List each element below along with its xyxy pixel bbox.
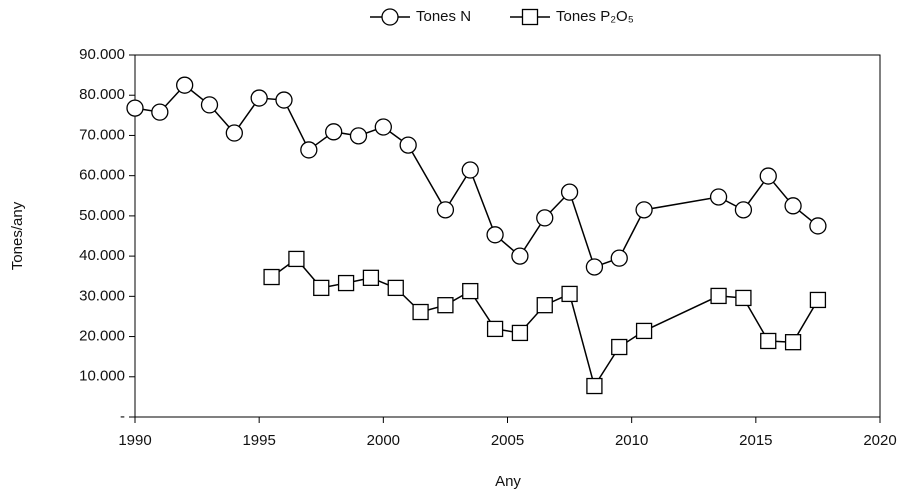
circle-marker bbox=[585, 258, 604, 276]
circle-marker bbox=[399, 136, 417, 154]
x-tick-label: 2005 bbox=[491, 432, 524, 449]
y-axis-label: Tones/any bbox=[9, 201, 26, 270]
square-marker bbox=[784, 334, 802, 351]
circle-marker bbox=[461, 161, 479, 179]
circle-marker bbox=[126, 99, 144, 117]
circle-marker bbox=[151, 103, 169, 121]
y-tick-label: - bbox=[120, 408, 125, 425]
circle-marker bbox=[709, 188, 728, 206]
legend-label: Tones N bbox=[416, 8, 471, 25]
circle-marker bbox=[536, 209, 554, 227]
circle-marker bbox=[486, 226, 504, 244]
circle-marker bbox=[759, 167, 777, 185]
circle-marker bbox=[176, 76, 194, 94]
square-marker bbox=[809, 291, 827, 309]
square-marker bbox=[412, 303, 429, 321]
legend-marker bbox=[381, 8, 399, 26]
square-marker bbox=[486, 320, 504, 338]
square-marker bbox=[462, 282, 479, 300]
x-tick-label: 2015 bbox=[739, 432, 772, 449]
square-marker bbox=[561, 285, 578, 303]
square-marker bbox=[511, 324, 529, 342]
y-tick-label: 80.000 bbox=[79, 86, 125, 103]
y-tick-label: 60.000 bbox=[79, 167, 125, 184]
square-marker bbox=[611, 338, 628, 356]
y-tick-label: 50.000 bbox=[79, 207, 125, 224]
x-tick-label: 2000 bbox=[367, 432, 400, 449]
circle-marker bbox=[225, 124, 243, 142]
y-tick-label: 90.000 bbox=[79, 46, 125, 63]
square-marker bbox=[313, 279, 330, 297]
circle-marker bbox=[511, 247, 529, 265]
circle-marker bbox=[809, 217, 827, 235]
x-tick-label: 1995 bbox=[242, 432, 275, 449]
x-axis-label: Any bbox=[495, 473, 521, 490]
square-marker bbox=[536, 297, 553, 314]
y-tick-label: 30.000 bbox=[79, 287, 125, 304]
circle-marker bbox=[374, 118, 392, 136]
square-marker bbox=[760, 332, 777, 350]
y-tick-label: 20.000 bbox=[79, 328, 125, 345]
circle-marker bbox=[275, 91, 293, 109]
circle-marker bbox=[560, 183, 579, 201]
square-marker bbox=[263, 268, 280, 286]
square-marker bbox=[362, 269, 380, 286]
series-line bbox=[134, 84, 819, 268]
circle-marker bbox=[325, 123, 343, 141]
plot-frame bbox=[134, 54, 881, 418]
square-marker bbox=[635, 322, 653, 340]
legend-marker bbox=[521, 8, 539, 26]
square-marker bbox=[337, 274, 355, 292]
square-marker bbox=[586, 377, 603, 395]
y-tick-label: 10.000 bbox=[79, 368, 125, 385]
circle-marker bbox=[436, 201, 455, 219]
circle-marker bbox=[200, 96, 219, 114]
x-tick-label: 2020 bbox=[863, 432, 896, 449]
square-marker bbox=[735, 289, 752, 307]
square-marker bbox=[437, 297, 454, 314]
circle-marker bbox=[250, 89, 268, 107]
square-marker bbox=[710, 287, 727, 305]
square-marker bbox=[387, 279, 404, 297]
y-tick-label: 40.000 bbox=[79, 247, 125, 264]
circle-marker bbox=[784, 197, 802, 215]
y-tick-label: 70.000 bbox=[79, 126, 125, 143]
circle-marker bbox=[349, 127, 368, 145]
circle-marker bbox=[610, 249, 628, 267]
circle-marker bbox=[734, 201, 753, 219]
x-tick-label: 2010 bbox=[615, 432, 648, 449]
square-marker bbox=[288, 250, 305, 268]
x-tick-label: 1990 bbox=[118, 432, 151, 449]
circle-marker bbox=[300, 141, 318, 159]
legend-label: Tones P₂O₅ bbox=[556, 8, 634, 25]
circle-marker bbox=[635, 201, 653, 219]
